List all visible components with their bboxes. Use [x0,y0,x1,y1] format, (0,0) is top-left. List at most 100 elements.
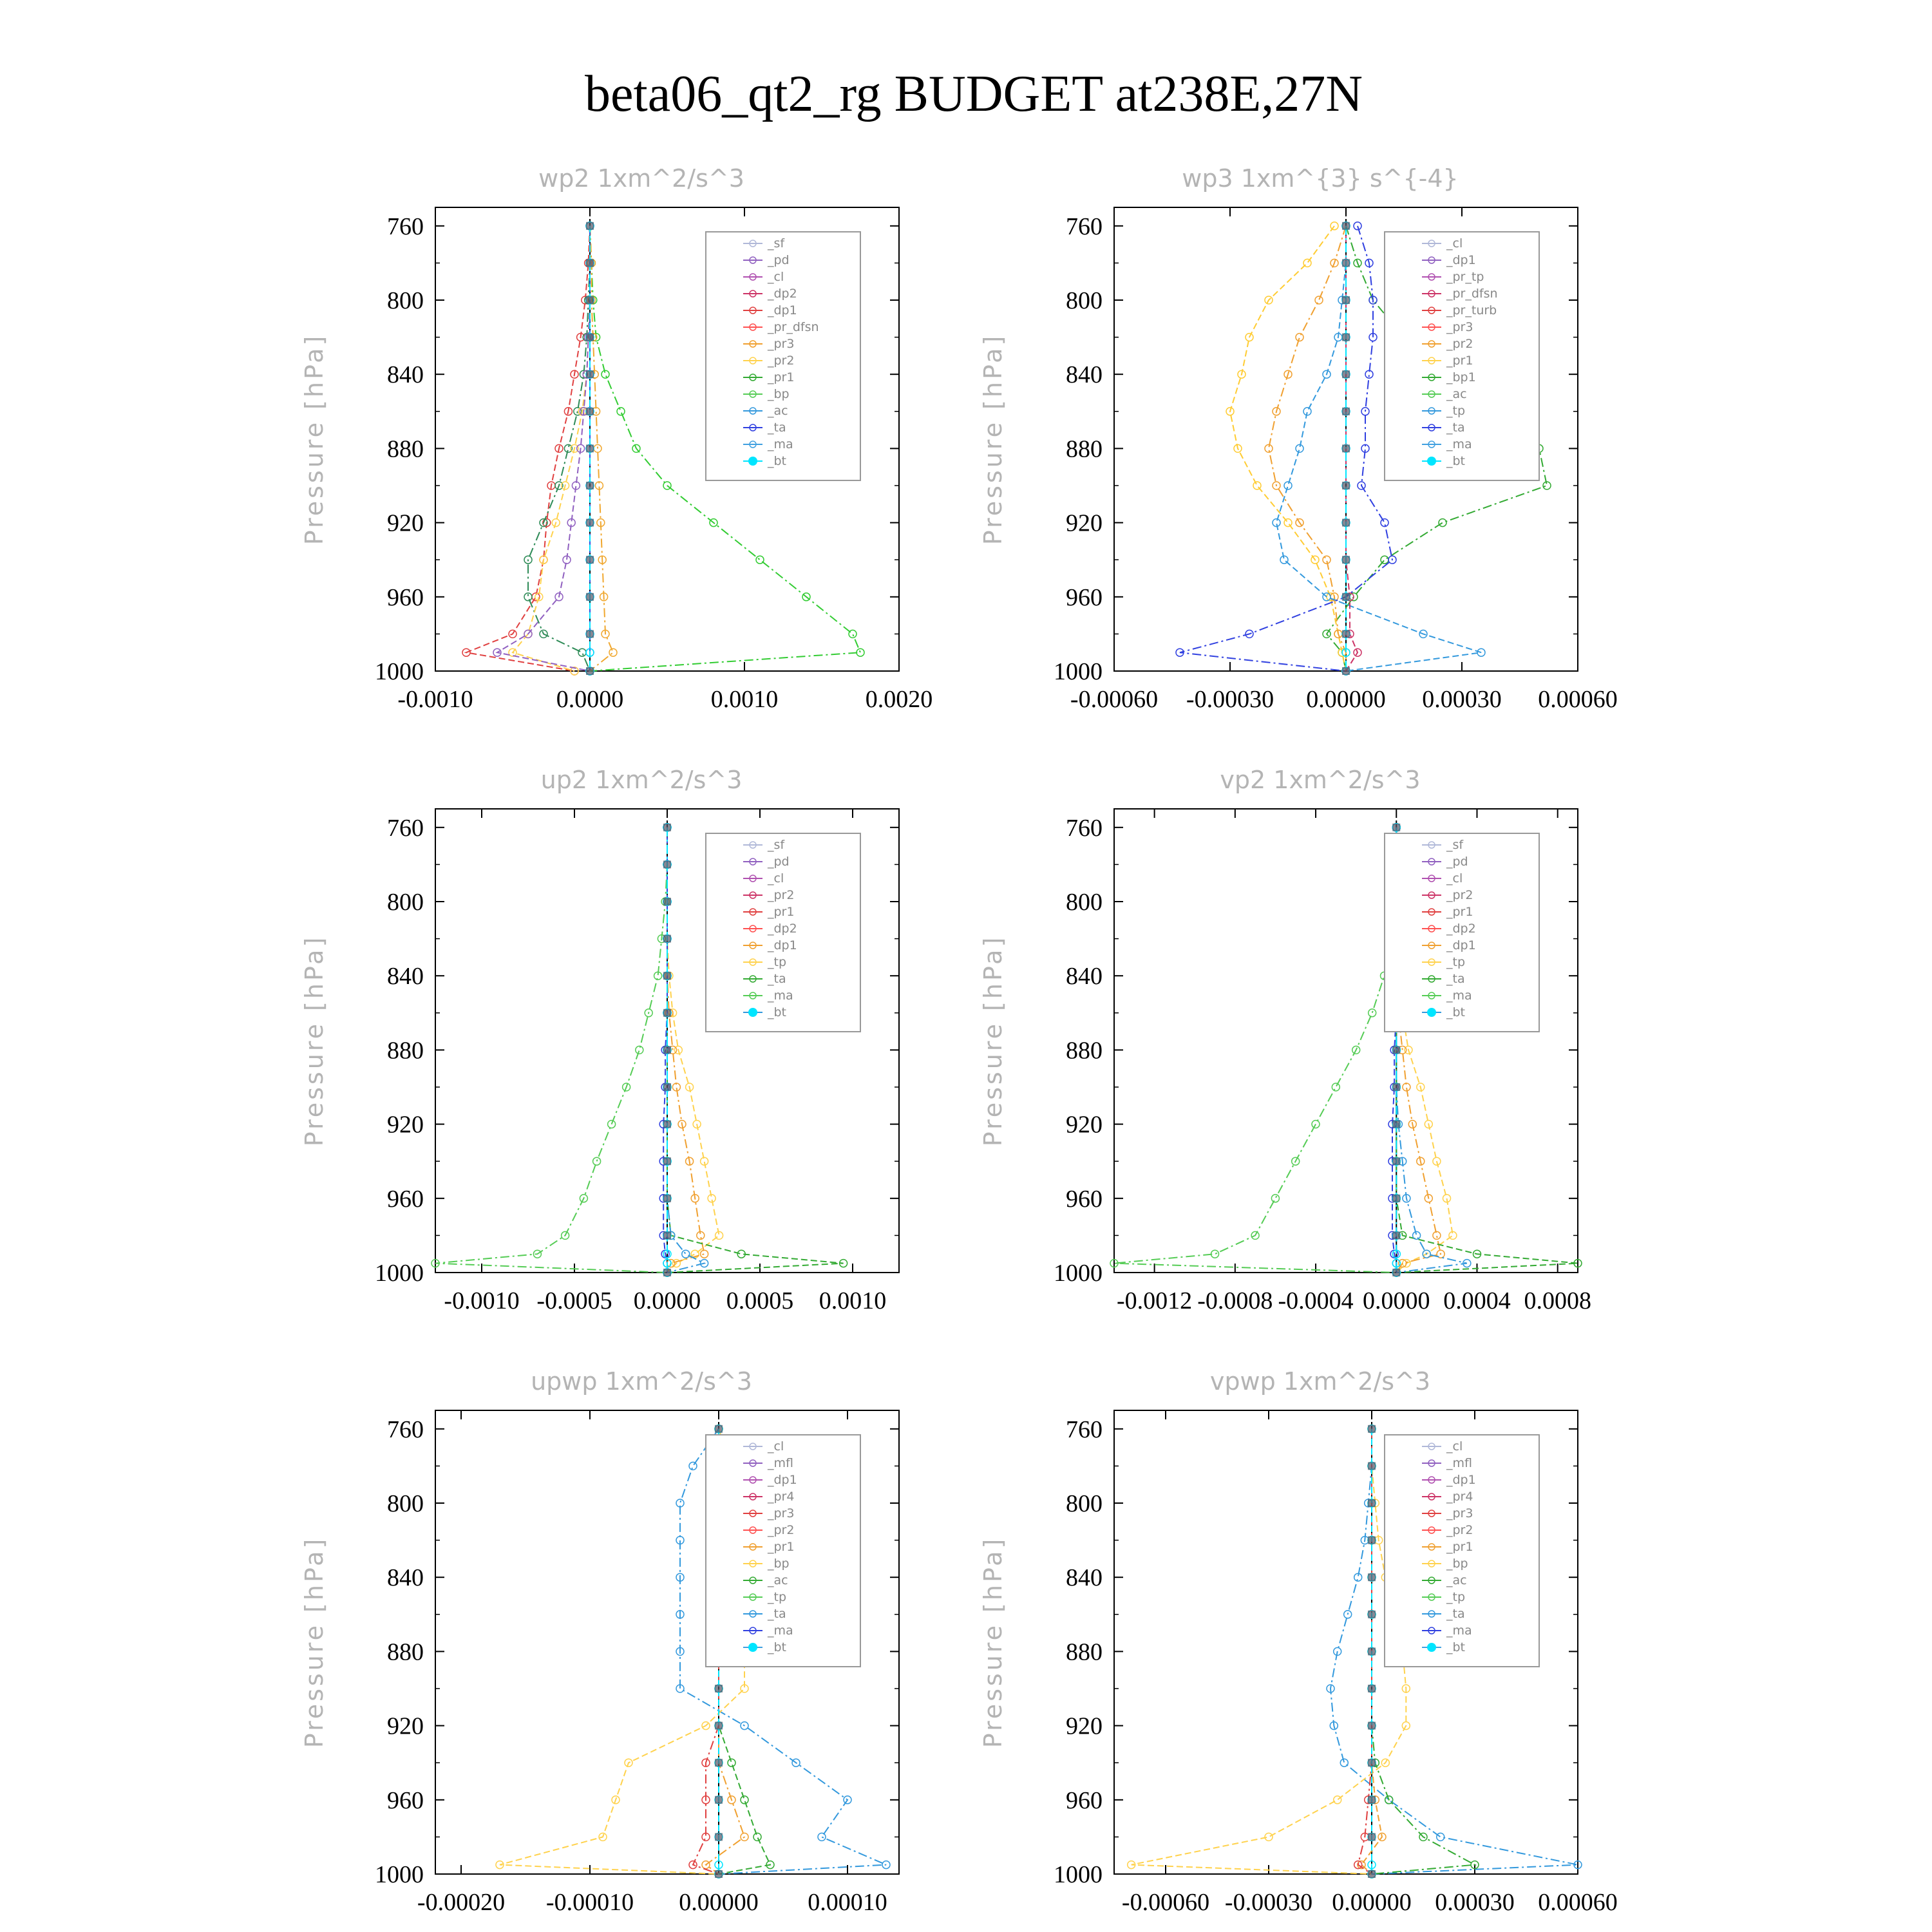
legend-label: _ma [767,437,793,451]
data-point [1272,518,1281,527]
data-point [856,648,865,657]
x-tick-label: -0.0004 [1278,1287,1353,1314]
star-marker [749,323,757,331]
data-point [1332,1795,1342,1804]
y-tick-label: 800 [387,287,424,314]
y-tick-label: 840 [387,361,424,388]
legend-label: _sf [767,838,785,852]
plus-marker [749,340,757,348]
x-tick-label: 0.0000 [1363,1287,1430,1314]
y-tick-label: 840 [1066,361,1103,388]
data-point [560,481,570,490]
legend-label: _pd [767,253,790,267]
data-point [1368,296,1378,305]
data-point [1472,1249,1482,1258]
legend-label: _ac [767,404,788,418]
data-point [699,1258,709,1268]
data-point [1295,332,1304,342]
diamond-marker [1428,891,1435,899]
legend-box [705,1434,861,1667]
legend-label: _pr1 [767,1540,794,1554]
data-point [1272,407,1281,416]
legend-bt-marker [748,1643,757,1652]
overlap-marker [663,1009,671,1017]
star-marker [1428,1526,1435,1534]
series-line-pr2 [705,1428,746,1875]
cross-marker [1428,875,1435,882]
legend-label: _ma [767,1624,793,1638]
data-point [1329,1721,1339,1730]
overlap-marker [1368,1425,1376,1433]
star-marker [1428,925,1435,933]
data-point [562,555,571,564]
data-point [1311,555,1320,564]
data-point [766,1860,775,1870]
legend-label: _pr3 [1446,320,1473,334]
data-point [1340,1758,1349,1767]
y-tick-label: 840 [1066,1564,1103,1591]
overlap-marker [715,1759,723,1767]
overlap-marker [1368,1573,1376,1582]
data-point [624,1758,633,1767]
series-line-tp [667,827,706,1273]
legend-label: _ac [1446,1573,1467,1587]
data-point [1573,1258,1582,1268]
cross-marker [749,1593,757,1601]
x-tick-label: -0.0010 [444,1287,519,1314]
data-point [1368,332,1378,342]
x-tick-label: -0.00020 [417,1889,505,1916]
series-line-dp1 [464,225,591,672]
circle-marker [1428,1560,1435,1567]
overlap-marker [663,934,671,943]
data-point [609,648,618,657]
x-tick-label: -0.00060 [1070,686,1158,713]
data-point [1432,1231,1441,1240]
x-tick-label: 0.00000 [1332,1889,1412,1916]
panel-vpwp: vpwp 1xm^2/s^3 Pressure [hPa] 760 800 840 880… [979,1367,1618,1916]
overlap-marker [1342,667,1350,675]
y-tick-label: 880 [387,1638,424,1665]
data-point [1175,648,1184,657]
data-point [1477,648,1486,657]
star-marker [749,925,757,933]
data-point [599,592,609,601]
diamond-marker [749,407,757,415]
data-point [493,648,502,657]
x-marker [1428,1627,1435,1634]
legend-box [1384,833,1540,1032]
plot-frame [1113,808,1578,1273]
legend-bt-marker [1427,1008,1436,1017]
x-tick-label: -0.00010 [546,1889,634,1916]
diamond-marker [1428,290,1435,298]
data-point [539,629,548,639]
data-point [567,518,576,527]
overlap-marker [663,823,671,831]
y-axis-label: Pressure [hPa] [979,935,1007,1147]
data-point [1353,648,1362,657]
data-point [508,629,517,639]
data-point [632,444,641,453]
legend-label: _pr2 [767,1523,794,1537]
data-point [1343,1610,1352,1619]
data-point [1295,518,1304,527]
data-point [1384,1795,1394,1804]
data-point [653,971,663,980]
y-tick-label: 920 [387,1112,424,1139]
y-tick-label: 760 [387,213,424,240]
overlap-marker [663,1194,671,1202]
overlap-marker [586,482,594,489]
data-point [701,1758,710,1767]
overlap-marker [586,630,594,638]
legend-label: _tp [1446,1590,1465,1604]
data-point [524,555,533,564]
x-tick-label: 0.0008 [1524,1287,1591,1314]
overlap-marker [1342,222,1350,230]
legend-label: _dp2 [767,922,797,936]
data-point [1311,1119,1320,1129]
circle-marker [1428,240,1435,247]
legend-label: _ta [767,421,786,435]
data-point [1390,1249,1399,1258]
y-tick-label: 920 [1066,510,1103,537]
y-axis-label: Pressure [hPa] [300,935,328,1147]
data-point [701,1832,710,1842]
